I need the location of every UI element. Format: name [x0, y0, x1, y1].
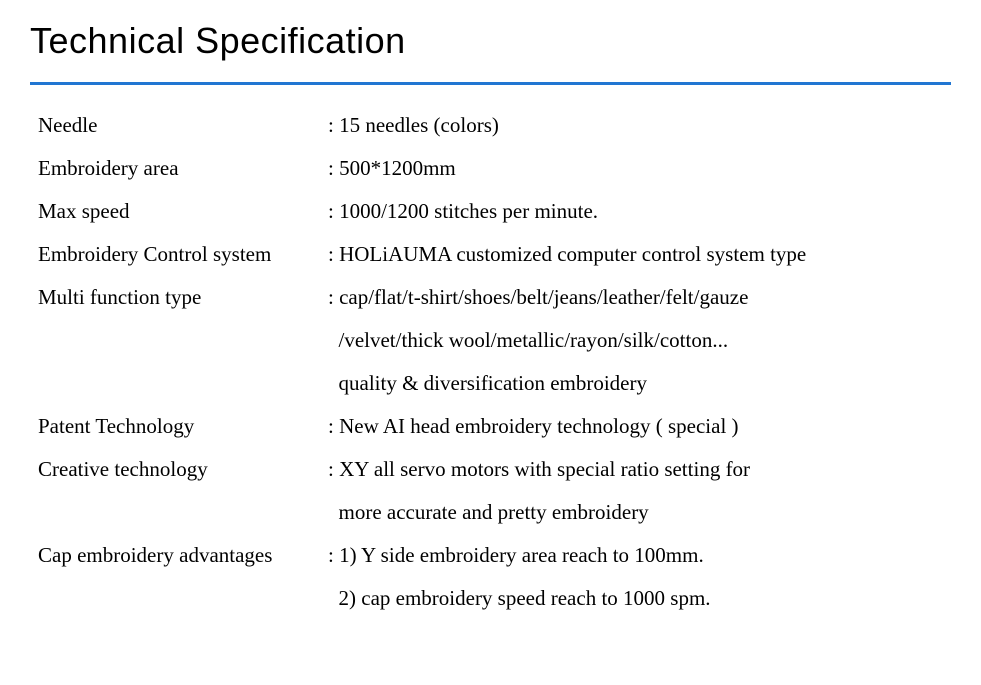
spec-value: : 15 needles (colors) — [328, 113, 951, 138]
spec-row-max-speed: Max speed : 1000/1200 stitches per minut… — [38, 199, 951, 224]
spec-value-line: : cap/flat/t-shirt/shoes/belt/jeans/leat… — [328, 285, 951, 310]
spec-label: Cap embroidery advantages — [38, 543, 328, 568]
spec-value-line: : XY all servo motors with special ratio… — [328, 457, 951, 482]
spec-label: Multi function type — [38, 285, 328, 310]
spec-row-cap-advantages: Cap embroidery advantages : 1) Y side em… — [38, 543, 951, 611]
spec-row-embroidery-area: Embroidery area : 500*1200mm — [38, 156, 951, 181]
spec-row-needle: Needle : 15 needles (colors) — [38, 113, 951, 138]
spec-row-patent-tech: Patent Technology : New AI head embroide… — [38, 414, 951, 439]
spec-value-line: : 1) Y side embroidery area reach to 100… — [328, 543, 951, 568]
spec-value: : 1000/1200 stitches per minute. — [328, 199, 951, 224]
spec-value: : 500*1200mm — [328, 156, 951, 181]
spec-row-control-system: Embroidery Control system : HOLiAUMA cus… — [38, 242, 951, 267]
spec-row-creative-tech: Creative technology : XY all servo motor… — [38, 457, 951, 525]
spec-value: : XY all servo motors with special ratio… — [328, 457, 951, 525]
page-title: Technical Specification — [30, 20, 951, 62]
spec-value: : cap/flat/t-shirt/shoes/belt/jeans/leat… — [328, 285, 951, 396]
spec-label: Patent Technology — [38, 414, 328, 439]
spec-label: Embroidery area — [38, 156, 328, 181]
spec-value: : 1) Y side embroidery area reach to 100… — [328, 543, 951, 611]
spec-label: Embroidery Control system — [38, 242, 328, 267]
spec-value-line: 2) cap embroidery speed reach to 1000 sp… — [328, 586, 951, 611]
spec-label: Needle — [38, 113, 328, 138]
spec-value-line: quality & diversification embroidery — [328, 371, 951, 396]
spec-value-line: more accurate and pretty embroidery — [328, 500, 951, 525]
spec-label: Creative technology — [38, 457, 328, 482]
spec-table: Needle : 15 needles (colors) Embroidery … — [30, 113, 951, 611]
spec-label: Max speed — [38, 199, 328, 224]
spec-row-multi-function: Multi function type : cap/flat/t-shirt/s… — [38, 285, 951, 396]
spec-value-line: /velvet/thick wool/metallic/rayon/silk/c… — [328, 328, 951, 353]
spec-value: : HOLiAUMA customized computer control s… — [328, 242, 951, 267]
title-divider — [30, 82, 951, 85]
spec-value: : New AI head embroidery technology ( sp… — [328, 414, 951, 439]
